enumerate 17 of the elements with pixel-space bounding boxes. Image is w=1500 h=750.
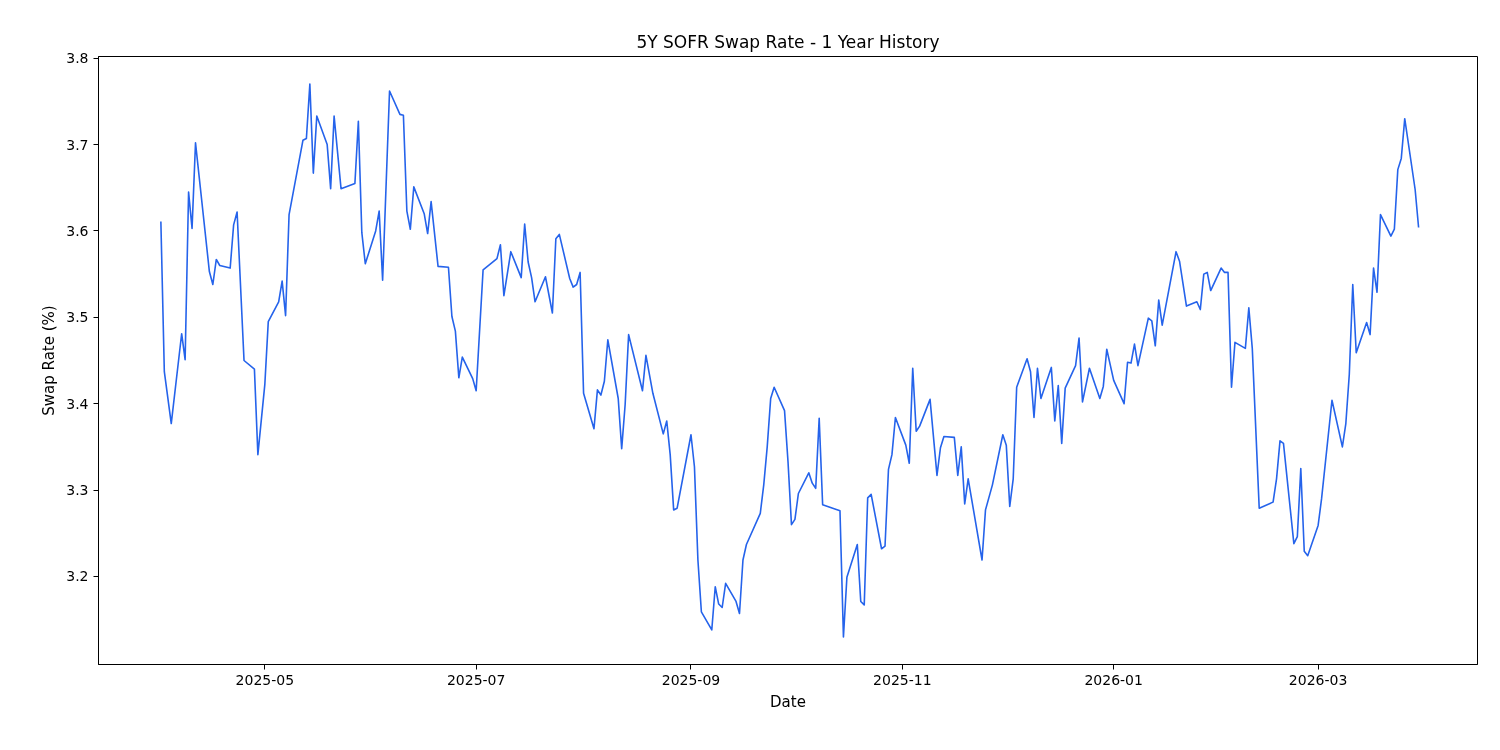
- line-series: [160, 83, 1420, 638]
- x-tick-label: 2025-07: [446, 671, 506, 688]
- y-axis-title: Swap Rate (%): [40, 305, 59, 416]
- y-tick-label: 3.4: [66, 395, 89, 412]
- y-tick-label: 3.2: [66, 568, 89, 585]
- x-axis-title: Date: [770, 692, 806, 711]
- x-tick-label: 2025-09: [661, 671, 721, 688]
- y-tick-label: 3.6: [66, 222, 89, 239]
- y-tick-label: 3.5: [66, 309, 89, 326]
- x-tick-label: 2026-03: [1288, 671, 1348, 688]
- y-tick-label: 3.3: [66, 482, 89, 499]
- y-tick-label: 3.8: [66, 50, 89, 67]
- x-tick-label: 2026-01: [1084, 671, 1143, 688]
- y-tick-label: 3.7: [66, 136, 89, 153]
- x-tick-label: 2025-11: [873, 671, 932, 688]
- chart-title: 5Y SOFR Swap Rate - 1 Year History: [636, 31, 940, 52]
- x-tick-label: 2025-05: [235, 671, 295, 688]
